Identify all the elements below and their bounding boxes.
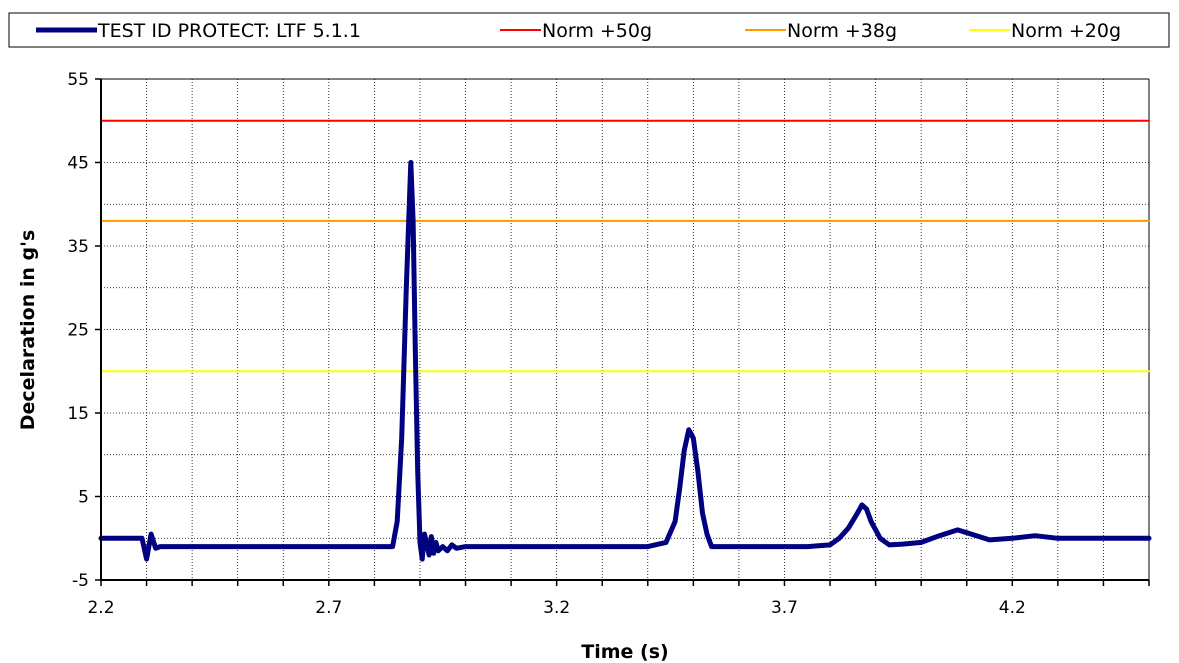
x-tick-labels: 2.2 2.7 3.2 3.7 4.2	[87, 598, 1025, 618]
series-line-0	[98, 160, 1152, 562]
x-tick-label: 3.2	[543, 598, 570, 618]
x-tick-label: 4.2	[999, 598, 1026, 618]
legend-label-0: TEST ID PROTECT: LTF 5.1.1	[97, 20, 361, 42]
y-tick-label: 45	[67, 154, 89, 174]
legend-label-2: Norm +38g	[787, 20, 897, 42]
y-tick-label: 15	[67, 404, 89, 424]
series-lines	[98, 119, 1152, 562]
y-tick-labels: 55 45 35 25 15 5 -5	[67, 70, 89, 591]
y-tick-label: 35	[67, 237, 89, 257]
y-axis-title: Decelaration in g's	[17, 230, 39, 431]
x-tick-label: 2.2	[87, 598, 114, 618]
y-tick-label: 5	[78, 488, 89, 508]
gridlines	[100, 78, 1150, 581]
x-tick-label: 3.7	[771, 598, 798, 618]
y-tick-label: 55	[67, 70, 89, 90]
axes	[95, 78, 1150, 586]
legend: TEST ID PROTECT: LTF 5.1.1 Norm +50g Nor…	[8, 12, 1170, 48]
x-tick-label: 2.7	[315, 598, 342, 618]
legend-label-3: Norm +20g	[1011, 20, 1121, 42]
y-tick-label: -5	[72, 571, 89, 591]
x-axis-title: Time (s)	[581, 641, 668, 663]
legend-label-1: Norm +50g	[542, 20, 652, 42]
y-tick-label: 25	[67, 321, 89, 341]
